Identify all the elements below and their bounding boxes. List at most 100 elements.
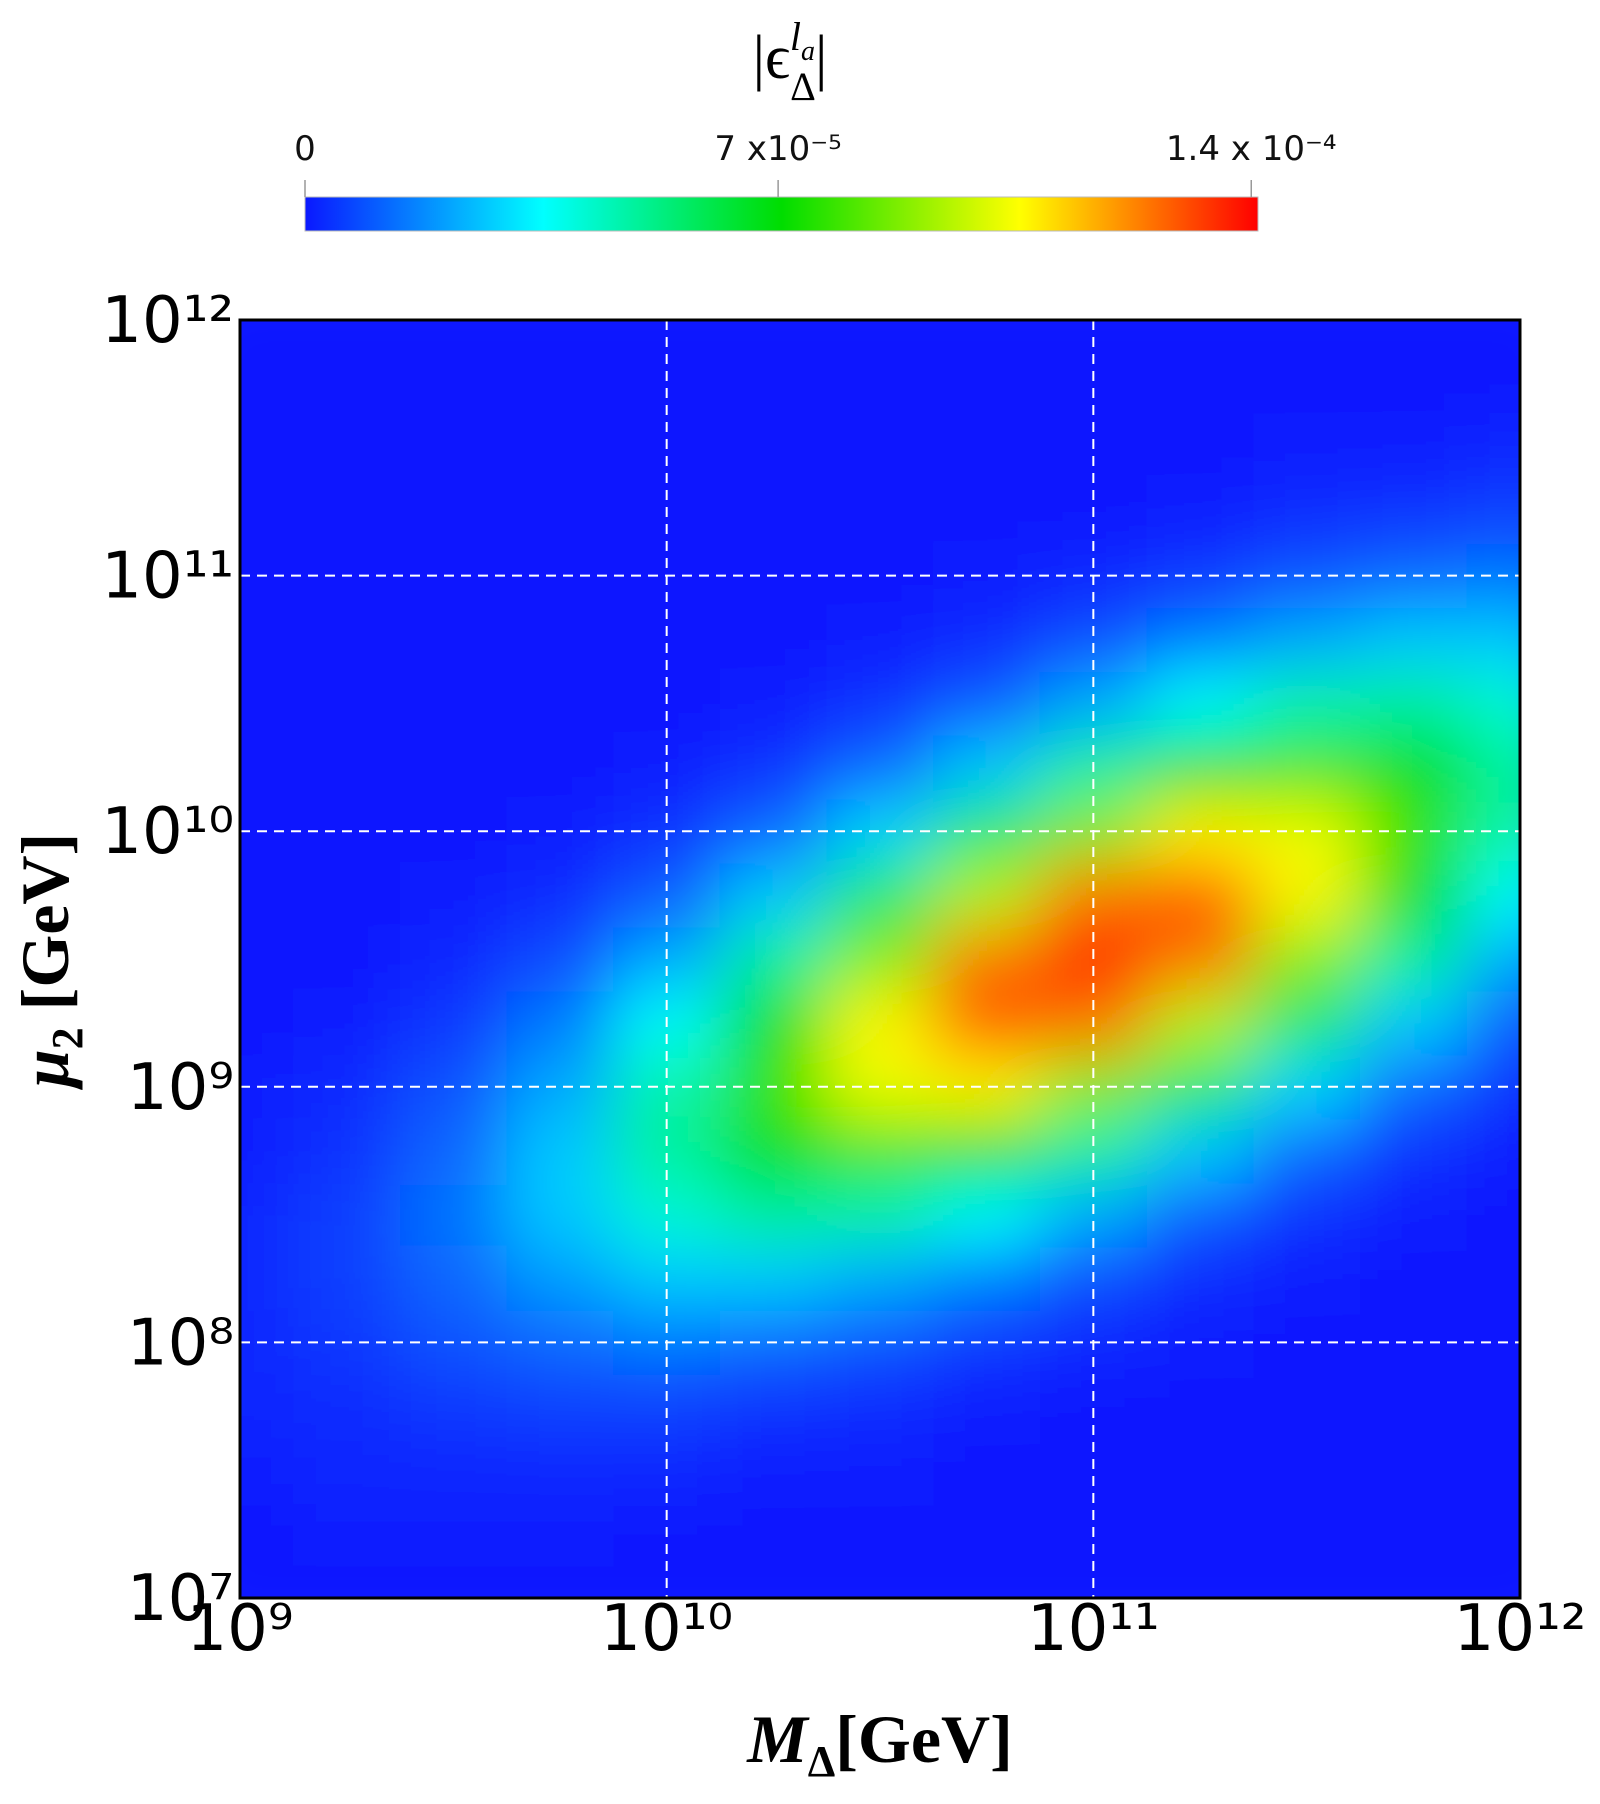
heatmap-cell <box>1466 415 1520 481</box>
heatmap-cell <box>506 990 614 1056</box>
heatmap-cell <box>1253 799 1361 864</box>
heatmap-cell <box>933 863 1041 928</box>
heatmap-cell <box>933 671 1041 736</box>
heatmap-cell <box>826 990 934 1056</box>
heatmap-cell <box>1146 1182 1254 1248</box>
x-tick-label: 10⁹ <box>186 1592 293 1666</box>
heatmap-cell <box>506 735 614 800</box>
heatmap-cell <box>1253 1566 1361 1598</box>
plot-area <box>240 320 1520 1598</box>
heatmap-cell <box>826 1502 934 1567</box>
heatmap-cell <box>1466 1182 1520 1248</box>
heatmap-cell <box>826 1246 934 1311</box>
heatmap-cell <box>506 927 614 992</box>
heatmap-cell <box>826 1374 934 1439</box>
heatmap-cell <box>1146 990 1254 1056</box>
heatmap-cell <box>240 927 294 992</box>
plot-frame <box>238 318 1522 1600</box>
heatmap-cell <box>240 479 294 545</box>
heatmap-cell <box>719 735 828 800</box>
heatmap-cell <box>399 990 508 1056</box>
heatmap-cell <box>1359 1438 1468 1503</box>
heatmap-cell <box>826 479 934 545</box>
heatmap-cell <box>506 1566 614 1598</box>
heatmap-cell <box>399 351 508 417</box>
heatmap-cell <box>1146 320 1254 353</box>
heatmap-cell <box>933 735 1041 800</box>
x-label-sub: Δ <box>808 1737 836 1786</box>
heatmap-cell <box>506 1374 614 1439</box>
heatmap-cell <box>719 990 828 1056</box>
heatmap-cell <box>933 1374 1041 1439</box>
heatmap-cell <box>1146 1246 1254 1311</box>
heatmap-cell <box>506 1438 614 1503</box>
heatmap-cell <box>1146 1438 1254 1503</box>
x-axis-label: MΔ[GeV] <box>746 1701 1013 1786</box>
heatmap-cell <box>719 1182 828 1248</box>
colorbar-label-sup: l <box>790 14 801 59</box>
heatmap-cell <box>933 479 1041 545</box>
heatmap-cell <box>719 927 828 992</box>
heatmap-cell <box>1253 1246 1361 1311</box>
heatmap-cell <box>506 1246 614 1311</box>
heatmap-cell <box>399 607 508 672</box>
heatmap-cell <box>933 607 1041 672</box>
heatmap-cell <box>1253 415 1361 481</box>
heatmap-cell <box>506 799 614 864</box>
heatmap-cell <box>1359 863 1468 928</box>
y-tick-label: 10⁸ <box>127 1306 234 1380</box>
y-label-unit: [GeV] <box>7 833 83 1027</box>
x-label-main: M <box>746 1701 810 1777</box>
heatmap-cell <box>399 1502 508 1567</box>
heatmap-cell <box>399 671 508 736</box>
heatmap-cell <box>1359 1374 1468 1439</box>
heatmap-cell <box>506 320 614 353</box>
heatmap-cell <box>1146 351 1254 417</box>
heatmap-cell <box>1146 607 1254 672</box>
heatmap-cell <box>1146 671 1254 736</box>
heatmap-cell <box>240 1182 294 1248</box>
y-axis-label: μ2 [GeV] <box>7 833 92 1090</box>
heatmap-cell <box>240 1246 294 1311</box>
heatmap-cell <box>506 1502 614 1567</box>
colorbar-tick-label: 0 <box>294 129 316 169</box>
heatmap-cell <box>399 415 508 481</box>
y-tick-label: 10¹² <box>101 284 234 358</box>
heatmap-cell <box>719 1566 828 1598</box>
heatmap-cell <box>1253 990 1361 1056</box>
heatmap-cell <box>399 1246 508 1311</box>
heatmap-cell <box>1253 1118 1361 1184</box>
y-tick-label: 10⁹ <box>127 1051 234 1125</box>
heatmap-cell <box>293 863 401 928</box>
heatmap-cell <box>1466 543 1520 609</box>
heatmap-cell <box>933 1502 1041 1567</box>
heatmap-cell <box>933 320 1041 353</box>
heatmap-cell <box>506 607 614 672</box>
heatmap-cell <box>293 415 401 481</box>
heatmap-cell <box>719 1438 828 1503</box>
heatmap-cell <box>1466 799 1520 864</box>
heatmap-cell <box>240 1502 294 1567</box>
heatmap-cell <box>933 1438 1041 1503</box>
heatmap-cell <box>1146 1374 1254 1439</box>
heatmap-cell <box>1466 1374 1520 1439</box>
heatmap-cell <box>293 1438 401 1503</box>
heatmap-cell <box>1146 415 1254 481</box>
heatmap-cell <box>293 735 401 800</box>
heatmap-cell <box>506 415 614 481</box>
heatmap-cell <box>1466 1438 1520 1503</box>
heatmap-cell <box>826 1118 934 1184</box>
heatmap-cell <box>293 320 401 353</box>
heatmap-cell <box>293 607 401 672</box>
heatmap-cell <box>1359 1246 1468 1311</box>
heatmap-cell <box>933 1118 1041 1184</box>
heatmap-cell <box>1359 1182 1468 1248</box>
heatmap-cell <box>293 1502 401 1567</box>
x-tick-label: 10¹⁰ <box>600 1592 733 1666</box>
heatmap-cell <box>1466 1246 1520 1311</box>
heatmap-cell <box>399 735 508 800</box>
heatmap-cell <box>293 1374 401 1439</box>
heatmap-cell <box>1466 607 1520 672</box>
heatmap-cell <box>506 1182 614 1248</box>
heatmap-cell <box>1146 1118 1254 1184</box>
